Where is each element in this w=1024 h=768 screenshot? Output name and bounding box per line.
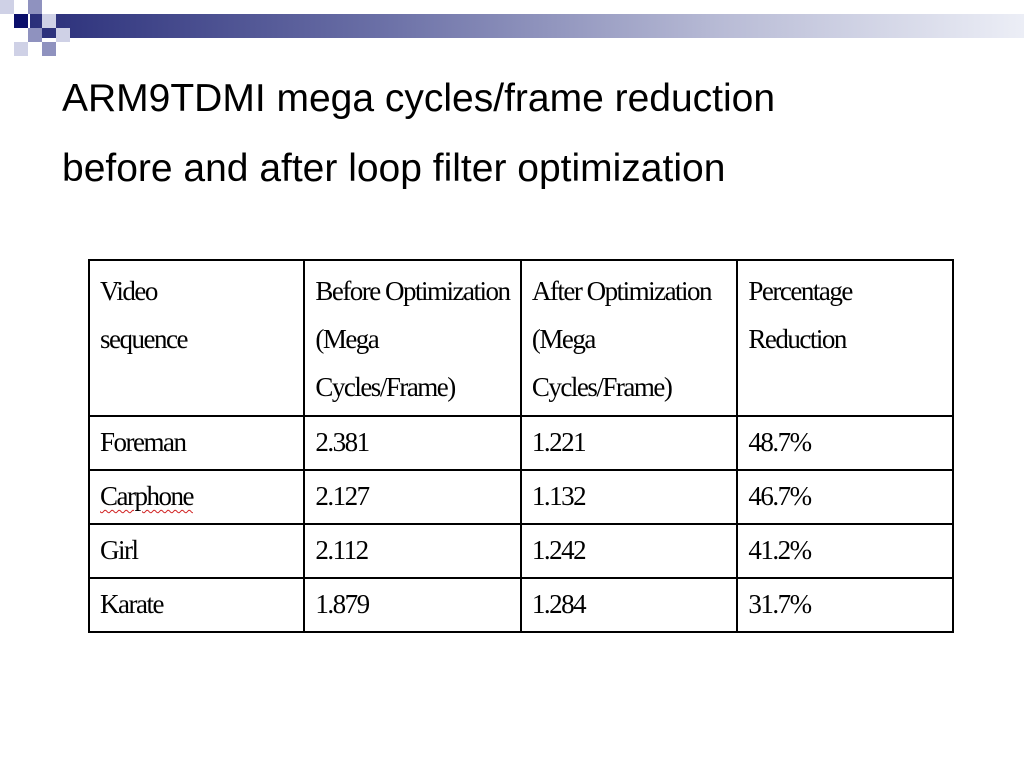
cell-reduction: 31.7%: [736, 577, 954, 633]
cell-after: 1.132: [519, 469, 739, 525]
decor-square-light: [14, 42, 28, 56]
cell-sequence: Karate: [87, 577, 306, 633]
header-text: sequence: [100, 324, 188, 354]
table-header-row: Video sequence Before Optimization (Mega…: [87, 259, 954, 417]
header-video-sequence: Video sequence: [87, 259, 306, 417]
decor-square-light: [42, 14, 56, 28]
header-percentage-reduction: Percentage Reduction: [736, 259, 954, 417]
header-text: Reduction: [748, 324, 847, 354]
slide-title-line-2: before and after loop filter optimizatio…: [62, 147, 726, 190]
cell-sequence: Girl: [87, 523, 306, 579]
cell-reduction: 41.2%: [736, 523, 954, 579]
slide-title-line-1: ARM9TDMI mega cycles/frame reduction: [62, 77, 776, 120]
header-text: (Mega: [531, 324, 596, 354]
table-row: Foreman 2.381 1.221 48.7%: [87, 415, 954, 471]
table-row: Karate 1.879 1.284 31.7%: [87, 577, 954, 633]
table-row: Girl 2.112 1.242 41.2%: [87, 523, 954, 579]
header-text: Cycles/Frame): [531, 372, 673, 402]
results-table: Video sequence Before Optimization (Mega…: [87, 259, 954, 633]
header-gradient-bar: [30, 14, 1024, 38]
header-text: Video: [100, 276, 158, 306]
table-row: Carphone 2.127 1.132 46.7%: [87, 469, 954, 525]
decor-square-light: [56, 28, 70, 42]
slide-title: ARM9TDMI mega cycles/frame reduction bef…: [62, 64, 775, 204]
header-after-optimization: After Optimization (Mega Cycles/Frame): [519, 259, 739, 417]
cell-after: 1.221: [519, 415, 739, 471]
cell-before: 2.112: [303, 523, 522, 579]
cell-after: 1.284: [519, 577, 739, 633]
cell-reduction: 48.7%: [736, 415, 954, 471]
cell-reduction: 46.7%: [736, 469, 954, 525]
decor-square-mid: [42, 42, 56, 56]
header-text: After Optimization: [531, 276, 713, 306]
header-text: (Mega: [315, 324, 379, 354]
decor-square-mid: [28, 0, 42, 14]
cell-after: 1.242: [519, 523, 739, 579]
header-text: Percentage: [748, 276, 853, 306]
decor-square-light: [0, 0, 14, 14]
decor-square-mid: [28, 28, 42, 42]
header-before-optimization: Before Optimization (Mega Cycles/Frame): [303, 259, 522, 417]
cell-before: 2.127: [303, 469, 522, 525]
cell-before: 2.381: [303, 415, 522, 471]
cell-sequence-text: Carphone: [100, 481, 194, 511]
cell-sequence: Carphone: [87, 469, 306, 525]
cell-sequence: Foreman: [87, 415, 306, 471]
decor-square-dark: [14, 14, 28, 28]
cell-before: 1.879: [303, 577, 522, 633]
header-text: Cycles/Frame): [315, 372, 456, 402]
header-text: Before Optimization: [315, 276, 511, 306]
